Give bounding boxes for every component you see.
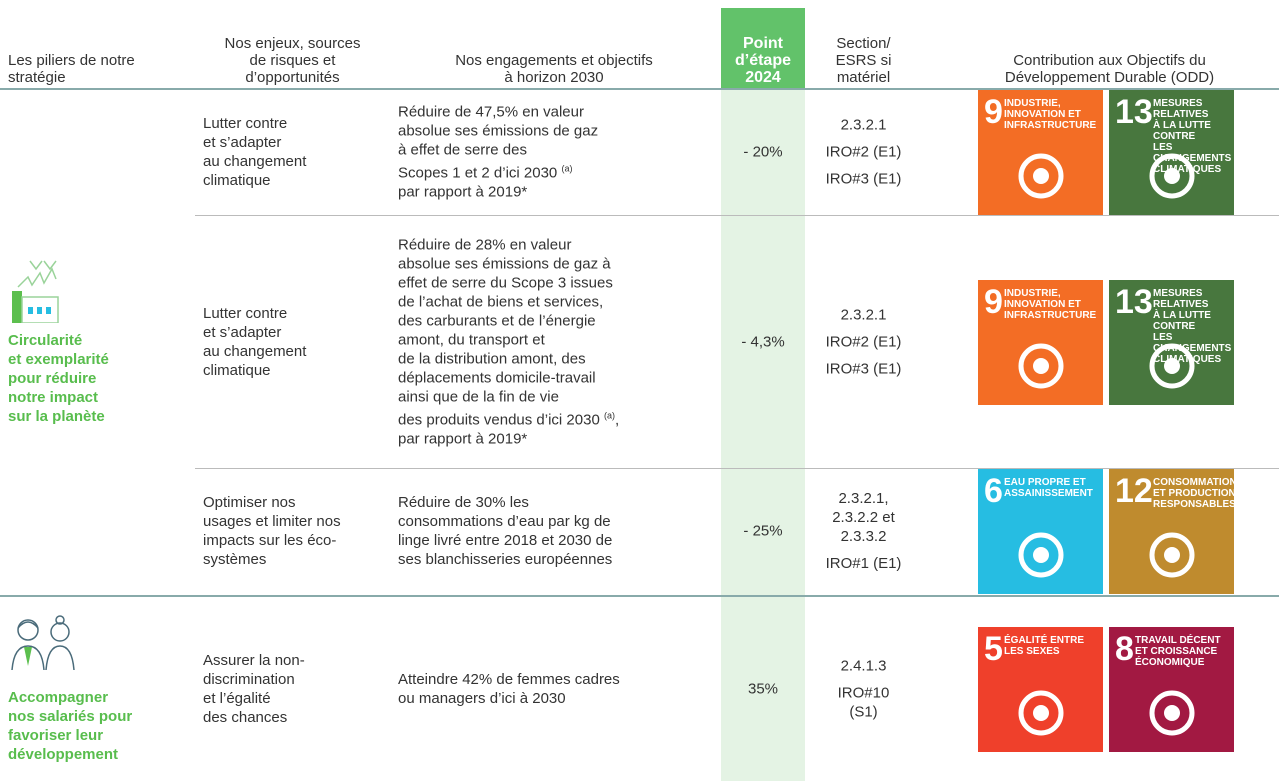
sdg-icon xyxy=(1149,153,1195,198)
sdg-label: EAU PROPRE ET ASSAINISSEMENT xyxy=(1004,477,1093,499)
commitment-cell: Atteindre 42% de femmes cadres ou manage… xyxy=(398,670,716,708)
sdg-icon xyxy=(1018,153,1064,198)
section-ref: IRO#1 (E1) xyxy=(825,555,902,572)
sdg-tile: 13 MESURES RELATIVES À LA LUTTE CONTRE LE… xyxy=(1109,89,1234,215)
sdg-number: 12 xyxy=(1115,472,1153,510)
section-ref: IRO#10 (S1) xyxy=(837,684,890,721)
milestone-cell: - 25% xyxy=(721,522,805,541)
issue-cell: Optimiser nos usages et limiter nos impa… xyxy=(203,493,388,569)
milestone-column xyxy=(721,8,805,781)
sdg-number: 5 xyxy=(984,630,1003,668)
sdg-icon xyxy=(1149,343,1195,388)
issue-cell: Assurer la non- discrimination et l’égal… xyxy=(203,651,388,727)
column-header: Nos engagements et objectifs à horizon 2… xyxy=(455,52,653,86)
section-ref: IRO#3 (E1) xyxy=(825,170,902,187)
issue-text: Lutter contre et s’adapter au changement… xyxy=(203,304,307,379)
commitment-text: , par rapport à 2019* xyxy=(398,411,620,447)
footnote-ref: (a) xyxy=(561,163,573,173)
sdg-label: CONSOMMATION ET PRODUCTION RESPONSABLES xyxy=(1153,477,1237,510)
sdg-number: 9 xyxy=(984,92,1003,131)
sdg-tile: 6 EAU PROPRE ET ASSAINISSEMENT xyxy=(978,469,1103,594)
commitment-text: Réduire de 28% en valeur absolue ses émi… xyxy=(398,236,613,428)
issue-text: Optimiser nos usages et limiter nos impa… xyxy=(203,494,341,568)
sdg-number: 9 xyxy=(984,282,1003,321)
milestone-value: - 25% xyxy=(743,522,783,540)
sdg-tile: 12 CONSOMMATION ET PRODUCTION RESPONSABLE… xyxy=(1109,469,1237,594)
column-header: Les piliers de notre stratégie xyxy=(8,52,135,86)
column-header: Contribution aux Objectifs du Développem… xyxy=(1004,52,1215,86)
issue-text: Lutter contre et s’adapter au changement… xyxy=(203,114,307,189)
commitment-cell: Réduire de 30% les consommations d’eau p… xyxy=(398,493,716,569)
sdg-number: 8 xyxy=(1115,630,1134,668)
issue-cell: Lutter contre et s’adapter au changement… xyxy=(203,304,388,380)
sdg-label: MESURES RELATIVES À LA LUTTE CONTRE LES … xyxy=(1153,287,1232,365)
commitment-cell: Réduire de 47,5% en valeur absolue ses é… xyxy=(398,102,716,201)
pillar-icon xyxy=(12,260,59,323)
milestone-header-bg xyxy=(721,8,805,88)
section-ref: IRO#3 (E1) xyxy=(825,360,902,377)
section-ref: 2.3.2.1 xyxy=(840,306,887,323)
commitment-text: Atteindre 42% de femmes cadres ou manage… xyxy=(398,671,620,707)
sdg-label: TRAVAIL DÉCENT ET CROISSANCE ÉCONOMIQUE xyxy=(1135,635,1221,668)
sdg-tile: 9 INDUSTRIE, INNOVATION ET INFRASTRUCTURE xyxy=(978,279,1103,405)
row-rule xyxy=(195,215,1279,216)
commitment-text: par rapport à 2019* xyxy=(398,183,528,200)
pillar-icon xyxy=(11,615,75,671)
sdg-tile: 13 MESURES RELATIVES À LA LUTTE CONTRE LE… xyxy=(1109,279,1234,405)
milestone-cell: 35% xyxy=(721,680,805,699)
sdg-tile: 5 ÉGALITÉ ENTRE LES SEXES xyxy=(978,627,1103,752)
milestone-cell: - 20% xyxy=(721,142,805,161)
sdg-tile: 9 INDUSTRIE, INNOVATION ET INFRASTRUCTURE xyxy=(978,89,1103,215)
issue-cell: Lutter contre et s’adapter au changement… xyxy=(203,114,388,190)
pillar-rule xyxy=(0,595,1279,597)
section-ref: 2.3.2.1 xyxy=(840,116,887,133)
pillar-label: Accompagner nos salariés pour favoriser … xyxy=(8,689,133,763)
section-ref: 2.4.1.3 xyxy=(840,657,887,675)
column-header: Point d’étape 2024 xyxy=(734,35,791,86)
sdg-icon xyxy=(1018,343,1064,388)
sdg-number: 13 xyxy=(1115,92,1153,131)
commitment-text: Réduire de 47,5% en valeur absolue ses é… xyxy=(398,103,599,181)
column-header: Nos enjeux, sources de risques et d’oppo… xyxy=(224,35,361,86)
footnote-ref: (a) xyxy=(603,410,615,420)
section-cell: 2.4.1.3 IRO#10 (S1) xyxy=(805,657,922,722)
sdg-icon xyxy=(1149,532,1195,578)
row-rule xyxy=(195,468,1279,469)
section-ref: IRO#2 (E1) xyxy=(825,333,902,350)
section-cell: 2.3.2.1 IRO#2 (E1) IRO#3 (E1) xyxy=(805,115,922,188)
section-cell: 2.3.2.1, 2.3.2.2 et 2.3.3.2 IRO#1 (E1) xyxy=(805,489,922,573)
sdg-label: ÉGALITÉ ENTRE LES SEXES xyxy=(1004,635,1085,657)
sdg-label: INDUSTRIE, INNOVATION ET INFRASTRUCTURE xyxy=(1004,97,1097,131)
issue-text: Assurer la non- discrimination et l’égal… xyxy=(203,652,305,726)
milestone-value: - 4,3% xyxy=(741,333,785,350)
sdg-tile: 8 TRAVAIL DÉCENT ET CROISSANCE ÉCONOMIQUE xyxy=(1109,627,1234,752)
sdg-number: 13 xyxy=(1115,282,1153,321)
section-ref: 2.3.2.1, 2.3.2.2 et 2.3.3.2 xyxy=(832,490,895,545)
header-rule xyxy=(0,88,1279,90)
section-cell: 2.3.2.1 IRO#2 (E1) IRO#3 (E1) xyxy=(805,305,922,378)
sdg-number: 6 xyxy=(984,472,1003,510)
commitment-text: Réduire de 30% les consommations d’eau p… xyxy=(398,494,613,568)
milestone-cell: - 4,3% xyxy=(721,332,805,351)
pillar-label: Circularité et exemplarité pour réduire … xyxy=(8,331,109,425)
sdg-icon xyxy=(1149,690,1195,736)
section-ref: IRO#2 (E1) xyxy=(825,143,902,160)
commitment-cell: Réduire de 28% en valeur absolue ses émi… xyxy=(398,235,716,448)
sdg-icon xyxy=(1018,532,1064,578)
sdg-icon xyxy=(1018,690,1064,736)
column-header: Section/ ESRS si matériel xyxy=(835,35,892,86)
sdg-label: INDUSTRIE, INNOVATION ET INFRASTRUCTURE xyxy=(1004,287,1097,321)
sdg-label: MESURES RELATIVES À LA LUTTE CONTRE LES … xyxy=(1153,97,1232,175)
milestone-value: 35% xyxy=(747,680,779,698)
milestone-value: - 20% xyxy=(743,143,783,160)
